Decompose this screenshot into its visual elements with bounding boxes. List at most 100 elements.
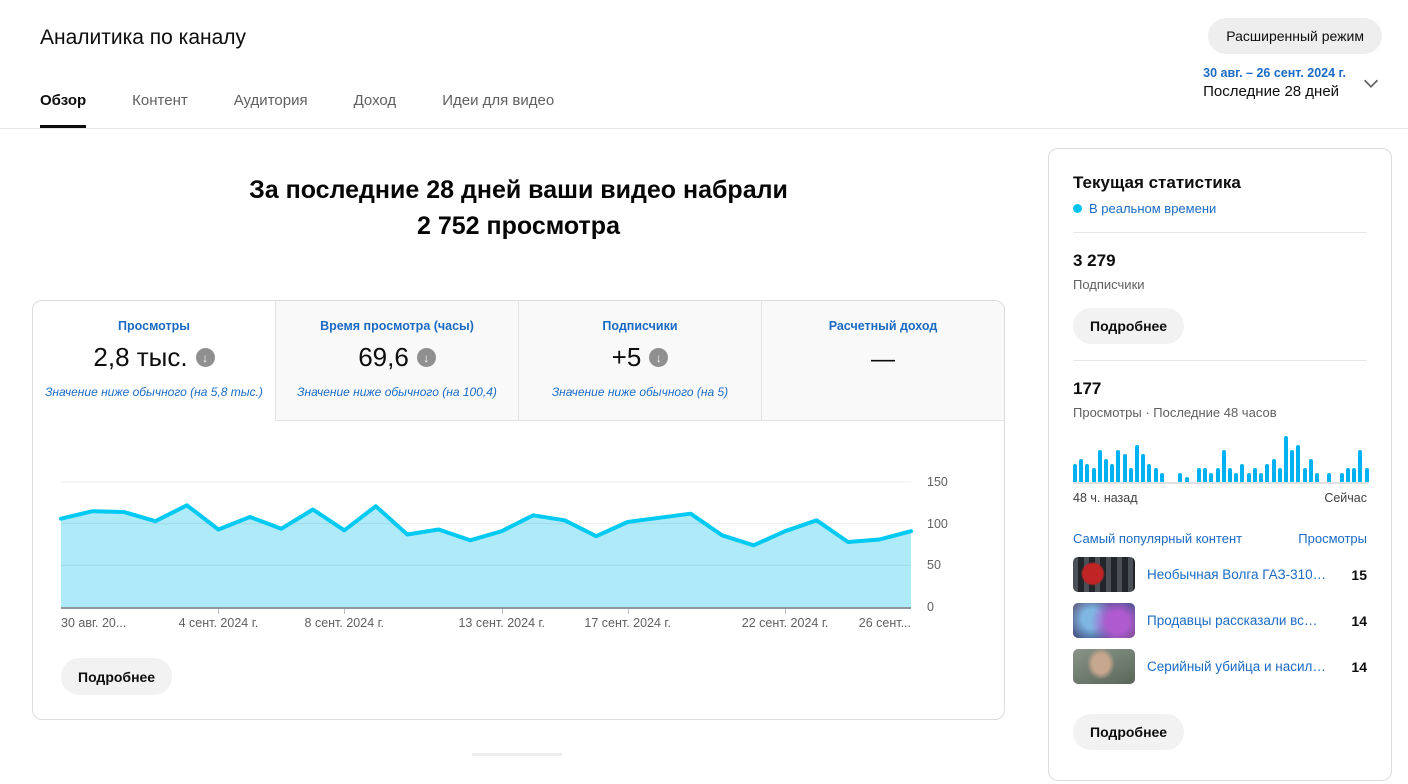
realtime-bar (1364, 468, 1369, 482)
metric-label: Подписчики (602, 319, 678, 333)
realtime-bar (1228, 468, 1233, 482)
realtime-bar (1159, 473, 1164, 482)
metric-note: Значение ниже обычного (на 5) (551, 385, 729, 399)
views-48h-bar-chart (1073, 436, 1369, 484)
realtime-bar (1339, 473, 1344, 482)
x-axis-tick-label: 13 сент. 2024 г. (458, 616, 546, 630)
views-area-chart (59, 481, 913, 607)
metric-value: 2,8 тыс. (93, 342, 188, 372)
video-thumbnail-market[interactable] (1073, 603, 1135, 638)
realtime-bar (1221, 450, 1226, 482)
tab-content[interactable]: Контент (132, 92, 188, 109)
analytics-tabs: Обзор Контент Аудитория Доход Идеи для в… (40, 86, 554, 128)
realtime-bar (1358, 450, 1363, 482)
realtime-bar (1327, 473, 1332, 482)
realtime-bar (1097, 450, 1102, 482)
x-axis-tick (627, 609, 629, 614)
realtime-bar (1104, 459, 1109, 482)
chart-x-axis-line (61, 607, 911, 609)
subscribers-count: 3 279 (1073, 251, 1116, 270)
realtime-bar (1110, 464, 1115, 482)
x-axis-tick-label: 4 сент. 2024 г. (178, 616, 259, 630)
video-title-link[interactable]: Серийный убийца и насил… (1147, 659, 1326, 674)
realtime-bar (1314, 473, 1319, 482)
tab-video-ideas[interactable]: Идеи для видео (442, 92, 555, 109)
realtime-bar (1290, 450, 1295, 482)
realtime-bar (1308, 459, 1313, 482)
top-content-row[interactable]: Продавцы рассказали вс… 14 (1073, 603, 1367, 638)
realtime-bar (1122, 454, 1127, 482)
realtime-bar (1345, 468, 1350, 482)
metric-tab-revenue[interactable]: Расчетный доход — (762, 301, 1004, 421)
metric-label: Расчетный доход (828, 319, 938, 333)
tab-audience[interactable]: Аудитория (233, 92, 308, 109)
summary-headline-line2: 2 752 просмотра (417, 212, 620, 240)
overview-card: Просмотры 2,8 тыс. ↓ Значение ниже обычно… (32, 300, 1005, 720)
metric-value: +5 (611, 342, 642, 372)
realtime-title: Текущая статистика (1073, 173, 1241, 192)
metric-label: Время просмотра (часы) (320, 319, 474, 333)
metric-note: Значение ниже обычного (на 5,8 тыс.) (45, 385, 263, 399)
realtime-bar (1153, 468, 1158, 482)
y-axis-tick-label: 50 (927, 558, 941, 573)
realtime-bar (1240, 464, 1245, 482)
top-content-header: Самый популярный контент (1073, 531, 1243, 546)
tab-overview[interactable]: Обзор (40, 86, 87, 128)
chevron-down-icon (1363, 79, 1379, 88)
realtime-bar (1265, 464, 1270, 482)
video-title-link[interactable]: Продавцы рассказали вс… (1147, 613, 1318, 628)
metric-tab-views[interactable]: Просмотры 2,8 тыс. ↓ Значение ниже обычно… (33, 301, 276, 421)
date-range-text: 30 авг. – 26 сент. 2024 г. (1203, 66, 1346, 80)
realtime-bar (1178, 473, 1183, 482)
realtime-label: В реальном времени (1089, 201, 1217, 216)
date-range-picker[interactable]: 30 авг. – 26 сент. 2024 г. Последние 28 … (1203, 66, 1382, 100)
trend-down-icon: ↓ (416, 348, 436, 367)
metric-tab-watch-time[interactable]: Время просмотра (часы) 69,6 ↓ Значение ни… (276, 301, 519, 421)
metric-tab-subscribers[interactable]: Подписчики +5 ↓ Значение ниже обычного (н… (519, 301, 762, 421)
realtime-bar (1283, 436, 1288, 482)
advanced-mode-button[interactable]: Расширенный режим (1208, 18, 1382, 54)
realtime-bar (1147, 464, 1152, 482)
bar-axis-left-label: 48 ч. назад (1073, 491, 1138, 505)
x-axis-tick (785, 609, 787, 614)
realtime-bar (1184, 477, 1189, 482)
realtime-details-button[interactable]: Подробнее (1073, 714, 1185, 750)
video-views-count: 14 (1351, 658, 1367, 675)
x-axis-tick (344, 609, 346, 614)
realtime-bar (1091, 468, 1096, 482)
y-axis-tick-label: 150 (927, 475, 948, 489)
y-axis-tick-label: 100 (927, 516, 948, 531)
realtime-bar (1252, 468, 1257, 482)
subscribers-details-button[interactable]: Подробнее (1073, 308, 1185, 344)
video-thumbnail-car-grille[interactable] (1073, 557, 1135, 592)
trend-down-icon: ↓ (649, 348, 669, 367)
trend-down-icon: ↓ (195, 348, 215, 367)
realtime-bar (1116, 450, 1121, 482)
realtime-bar (1209, 473, 1214, 482)
top-content-row[interactable]: Необычная Волга ГАЗ-310… 15 (1073, 557, 1367, 592)
divider (1073, 360, 1367, 361)
realtime-bar (1246, 473, 1251, 482)
realtime-bar (1302, 468, 1307, 482)
views-48h-label: Просмотры · Последние 48 часов (1073, 405, 1277, 420)
page-header: Аналитика по каналу Расширенный режим Об… (0, 0, 1408, 129)
video-views-count: 14 (1351, 612, 1367, 629)
realtime-bar (1073, 464, 1077, 482)
bar-axis-right-label: Сейчас (1324, 491, 1367, 505)
date-preset-text: Последние 28 дней (1203, 83, 1340, 100)
views-48h-count: 177 (1073, 379, 1102, 398)
realtime-bar (1271, 459, 1276, 482)
x-axis-tick-label: 26 сент... (858, 616, 911, 630)
video-title-link[interactable]: Необычная Волга ГАЗ-310… (1147, 567, 1327, 582)
metric-label: Просмотры (118, 319, 190, 333)
metric-note: Значение ниже обычного (на 100,4) (297, 385, 497, 399)
video-thumbnail-portrait[interactable] (1073, 649, 1135, 684)
x-axis-tick-label: 8 сент. 2024 г. (304, 616, 385, 630)
realtime-status: В реальном времени (1073, 201, 1367, 216)
next-card-top-edge (472, 753, 562, 756)
realtime-bar (1296, 445, 1301, 482)
top-content-row[interactable]: Серийный убийца и насил… 14 (1073, 649, 1367, 684)
overview-details-button[interactable]: Подробнее (61, 658, 173, 695)
tab-revenue[interactable]: Доход (353, 92, 397, 109)
